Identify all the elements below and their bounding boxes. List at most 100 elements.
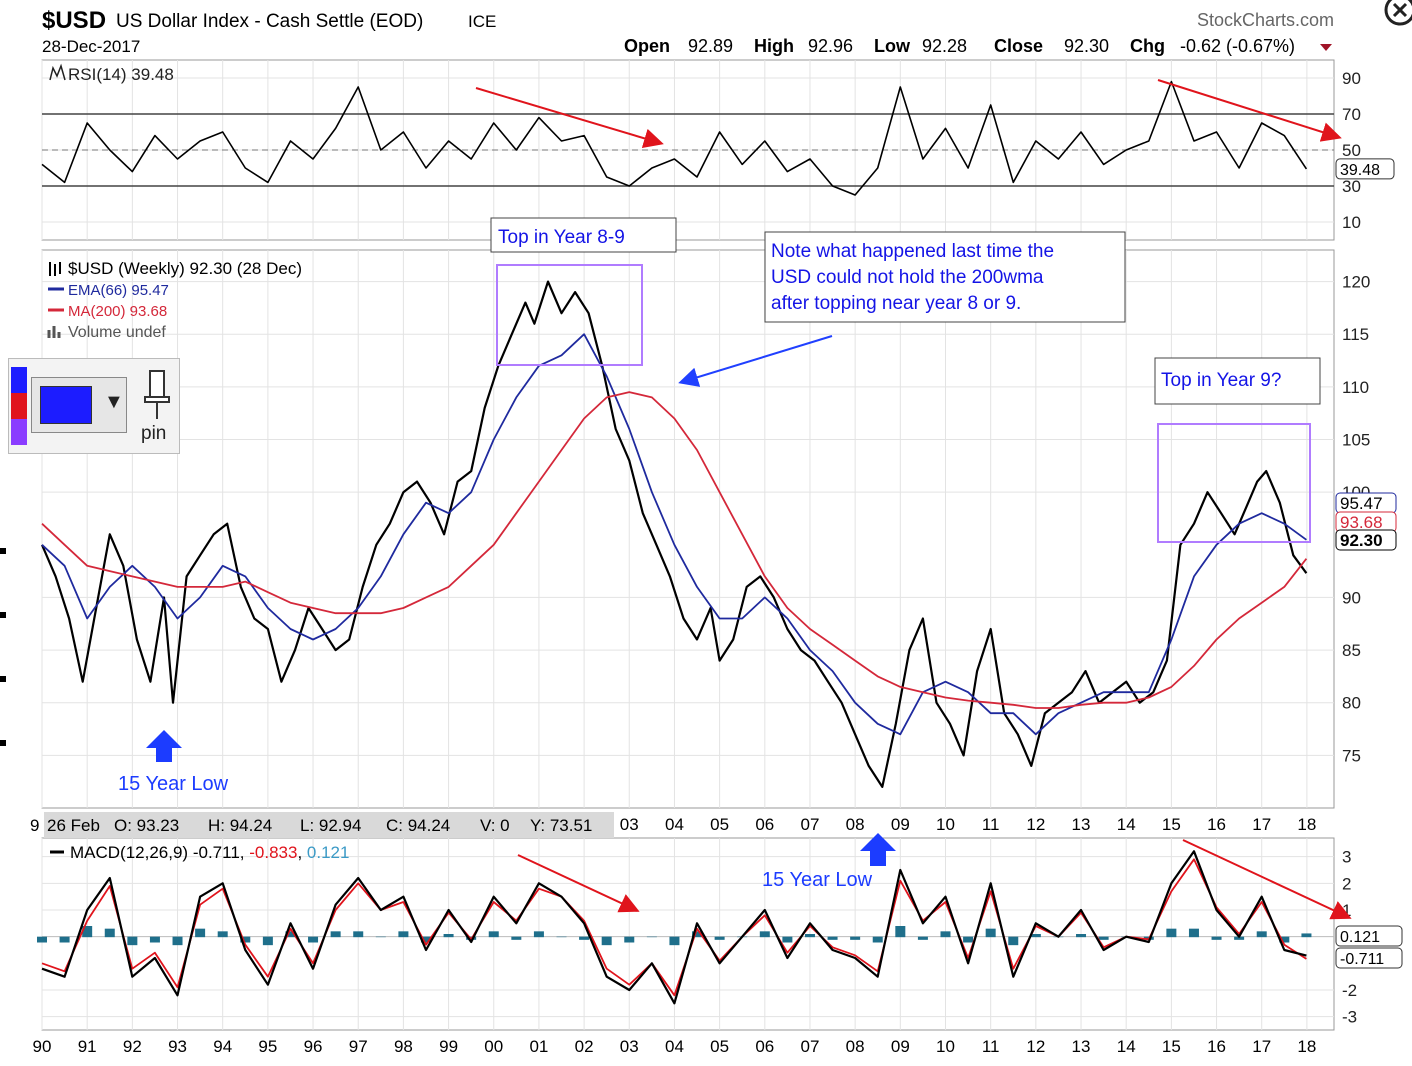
color-dropdown[interactable]: ▼	[31, 377, 127, 433]
histogram-bar	[917, 936, 928, 940]
svg-text:USD could not hold the 200wma: USD could not hold the 200wma	[771, 267, 1044, 288]
histogram-bar	[511, 936, 522, 940]
histogram-bar	[1234, 936, 1245, 940]
macd-value-label: -0.711	[1340, 951, 1384, 968]
x-tick-label: 99	[439, 1037, 458, 1056]
x-tick-label: 09	[891, 815, 910, 834]
selected-color	[40, 386, 92, 424]
histogram-bar	[1030, 934, 1041, 938]
ma-line	[41, 391, 1308, 709]
y-tick-label: 2	[1342, 874, 1351, 893]
swatch-blue[interactable]	[11, 367, 27, 393]
histogram-bar	[217, 931, 228, 938]
y-tick-label: 3	[1342, 848, 1351, 867]
y-tick-label: 90	[1342, 588, 1361, 607]
macd-value-tag	[1335, 925, 1403, 947]
caret-down-icon: ▼	[104, 391, 124, 413]
close-icon[interactable]	[1384, 0, 1412, 26]
x-tick-label: 08	[846, 815, 865, 834]
svg-text:9: 9	[30, 816, 39, 835]
rsi-legend-icon	[49, 63, 66, 81]
x-tick-label: 15	[1162, 1037, 1181, 1056]
histogram-bar	[1279, 936, 1290, 943]
x-tick-label: 14	[1117, 1037, 1136, 1056]
x-tick-label: 07	[801, 815, 820, 834]
rsi-arrow-2016	[1157, 79, 1342, 142]
histogram-bar	[782, 936, 793, 943]
x-tick-label: 95	[258, 1037, 277, 1056]
x-tick-label: 04	[665, 1037, 684, 1056]
x-tick-label: 96	[304, 1037, 323, 1056]
histogram-bar	[195, 928, 206, 938]
histogram-bar	[850, 936, 861, 940]
chg-label: Chg	[1130, 36, 1165, 56]
edge-marker	[0, 612, 6, 618]
volume-legend-icon	[47, 326, 61, 338]
x-tick-label: 06	[755, 1037, 774, 1056]
x-tick-label: 11	[982, 1037, 1000, 1056]
brand-logo: StockCharts.com	[1197, 10, 1334, 30]
rsi-value-label: 39.48	[1340, 162, 1380, 179]
label-top-year-8-9: Top in Year 8-9	[490, 217, 677, 253]
x-tick-label: 98	[394, 1037, 413, 1056]
x-tick-label: 02	[575, 1037, 594, 1056]
y-tick-label: 80	[1342, 694, 1361, 713]
price-value-label: 93.68	[1340, 513, 1383, 532]
x-tick-label: 03	[620, 1037, 639, 1056]
chart-date: 28-Dec-2017	[42, 37, 140, 56]
rsi-line	[41, 80, 1308, 196]
price-value-label: 95.47	[1340, 494, 1383, 513]
close-label: Close	[994, 36, 1043, 56]
histogram-bar	[692, 931, 703, 938]
macd-value-label: 0.121	[1340, 929, 1380, 946]
histogram-bar	[872, 936, 883, 943]
histogram-bar	[1301, 933, 1312, 938]
readout-y: Y: 73.51	[530, 816, 592, 835]
pin-button[interactable]: pin	[139, 367, 175, 447]
x-tick-label: 14	[1117, 815, 1136, 834]
x-tick-label: 10	[936, 815, 955, 834]
x-tick-label: 05	[710, 815, 729, 834]
x-tick-label: 93	[168, 1037, 187, 1056]
swatch-purple[interactable]	[11, 419, 27, 445]
x-tick-label: 15	[1162, 815, 1181, 834]
histogram-bar	[1166, 928, 1177, 938]
x-tick-label: 13	[1072, 815, 1091, 834]
x-tick-label: 06	[755, 815, 774, 834]
pin-icon	[144, 370, 170, 419]
histogram-bar	[895, 926, 906, 938]
color-swatches[interactable]	[11, 367, 27, 445]
histogram-bar	[172, 936, 183, 946]
histogram-bar	[420, 936, 431, 943]
candle-legend-icon	[49, 262, 61, 276]
y-tick-label: 115	[1342, 325, 1369, 344]
histogram-bar	[579, 936, 590, 940]
rsi-legend: RSI(14) 39.48	[68, 65, 174, 84]
histogram-bar	[37, 936, 47, 943]
y-tick-label: 120	[1342, 273, 1370, 292]
edge-marker	[0, 676, 6, 682]
histogram-bar	[82, 926, 93, 938]
x-tick-label: 92	[123, 1037, 142, 1056]
y-tick-label: 90	[1342, 69, 1361, 88]
readout-open: O: 93.23	[114, 816, 179, 835]
histogram-bar	[262, 936, 273, 946]
x-tick-label: 94	[213, 1037, 232, 1056]
histogram-bar	[375, 936, 386, 938]
swatch-red[interactable]	[11, 393, 27, 419]
histogram-bar	[646, 936, 657, 938]
y-tick-label: -2	[1342, 981, 1357, 1000]
rsi-arrow-2001	[475, 87, 664, 148]
y-tick-label: 110	[1342, 378, 1369, 397]
histogram-bar	[533, 931, 544, 938]
y-tick-label: 105	[1342, 431, 1370, 450]
price-legend-title: $USD (Weekly) 92.30 (28 Dec)	[68, 259, 302, 278]
histogram-bar	[1008, 936, 1019, 946]
histogram-bar	[759, 931, 770, 938]
low-label: Low	[874, 36, 911, 56]
macd-legend: MACD(12,26,9) -0.711, -0.833, 0.121	[50, 843, 349, 862]
up-arrow-icon	[146, 730, 182, 762]
price-value-tag	[1335, 529, 1397, 551]
note-arrow	[678, 335, 833, 387]
low-label-1: 15 Year Low	[118, 773, 229, 795]
